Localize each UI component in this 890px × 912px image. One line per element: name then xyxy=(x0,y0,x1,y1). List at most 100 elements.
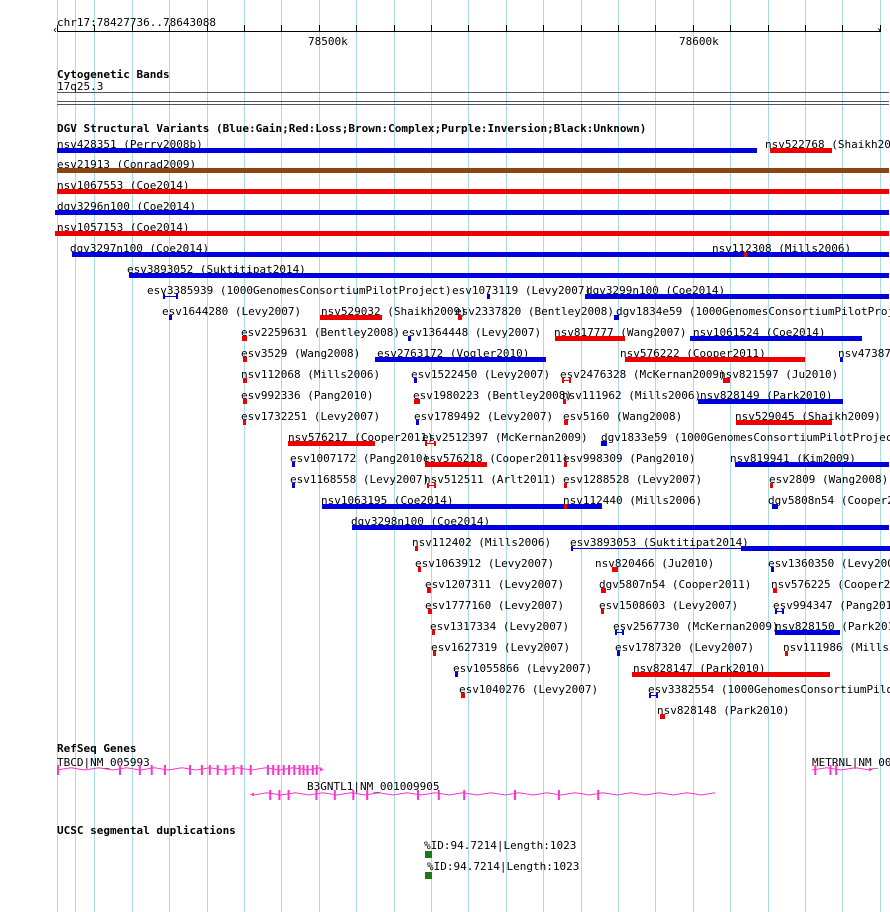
variant-bar-cap[interactable] xyxy=(176,294,178,299)
variant-bar[interactable] xyxy=(770,483,773,488)
variant-bar[interactable] xyxy=(775,630,840,635)
variant-bar[interactable] xyxy=(563,399,566,404)
variant-label[interactable]: esv1360350 (Levy2007) xyxy=(768,557,890,570)
variant-label[interactable]: esv3529 (Wang2008) xyxy=(241,347,361,360)
variant-label[interactable]: nsv828147 (Park2010) xyxy=(633,662,766,675)
variant-label[interactable]: dgv3299n100 (Coe2014) xyxy=(586,284,726,297)
variant-label[interactable]: esv2337820 (Bentley2008) xyxy=(455,305,614,318)
variant-label[interactable]: esv992336 (Pang2010) xyxy=(241,389,374,402)
variant-bar[interactable] xyxy=(773,588,777,593)
variant-bar[interactable] xyxy=(461,693,465,698)
variant-bar-cap[interactable] xyxy=(562,378,564,383)
variant-label[interactable]: nsv1063195 (Coe2014) xyxy=(321,494,454,507)
variant-label[interactable]: dgv3298n100 (Coe2014) xyxy=(351,515,491,528)
variant-label[interactable]: nsv522768 (Shaikh2009) xyxy=(765,138,890,151)
variant-label[interactable]: nsv576225 (Cooper2011) xyxy=(771,578,890,591)
variant-bar[interactable] xyxy=(617,651,620,656)
variant-label[interactable]: esv1508603 (Levy2007) xyxy=(599,599,739,612)
gene-label[interactable]: B3GNTL1|NM_001009905 xyxy=(307,780,440,793)
variant-bar[interactable] xyxy=(555,336,625,341)
variant-label[interactable]: nsv576222 (Cooper2011) xyxy=(620,347,766,360)
gene-label[interactable]: METRNL|NM_001004431 xyxy=(812,756,890,769)
variant-bar[interactable] xyxy=(487,294,490,299)
variant-bar-cap[interactable] xyxy=(782,609,784,614)
variant-label[interactable]: esv576218 (Cooper2011) xyxy=(423,452,569,465)
variant-label[interactable]: nsv529045 (Shaikh2009) xyxy=(735,410,881,423)
variant-label[interactable]: nsv821597 (Ju2010) xyxy=(719,368,839,381)
variant-bar[interactable] xyxy=(564,462,567,467)
variant-bar[interactable] xyxy=(57,189,889,194)
variant-label[interactable]: nsv112440 (Mills2006) xyxy=(563,494,703,507)
variant-label[interactable]: esv2476328 (McKernan2009) xyxy=(560,368,726,381)
variant-bar[interactable] xyxy=(322,504,602,509)
variant-label[interactable]: esv1732251 (Levy2007) xyxy=(241,410,381,423)
variant-bar[interactable] xyxy=(243,399,247,404)
variant-bar[interactable] xyxy=(601,441,607,446)
variant-bar-cap[interactable] xyxy=(615,630,617,635)
variant-bar-cap[interactable] xyxy=(569,378,571,383)
variant-bar[interactable] xyxy=(612,567,618,572)
variant-label[interactable]: nsv828148 (Park2010) xyxy=(657,704,790,717)
variant-bar[interactable] xyxy=(601,588,606,593)
variant-bar[interactable] xyxy=(632,672,830,677)
variant-bar[interactable] xyxy=(427,588,431,593)
variant-label[interactable]: nsv1067553 (Coe2014) xyxy=(57,179,190,192)
variant-bar[interactable] xyxy=(770,148,832,153)
variant-label[interactable]: esv998309 (Pang2010) xyxy=(563,452,696,465)
variant-label[interactable]: esv2567730 (McKernan2009) xyxy=(613,620,779,633)
variant-bar[interactable] xyxy=(455,672,458,677)
variant-bar[interactable] xyxy=(408,336,411,341)
variant-bar[interactable] xyxy=(433,651,436,656)
variant-label[interactable]: dgv1833e59 (1000GenomesConsortiumPilotPr… xyxy=(601,431,890,444)
variant-bar[interactable] xyxy=(414,399,420,404)
variant-bar[interactable] xyxy=(243,357,247,362)
variant-bar[interactable] xyxy=(744,252,747,257)
variant-label[interactable]: esv1007172 (Pang2010) xyxy=(290,452,430,465)
variant-label[interactable]: nsv111962 (Mills2006) xyxy=(562,389,702,402)
variant-label[interactable]: nsv112308 (Mills2006) xyxy=(712,242,852,255)
variant-bar[interactable] xyxy=(698,399,843,404)
variant-label[interactable]: esv1168558 (Levy2007) xyxy=(290,473,430,486)
variant-bar-cap[interactable] xyxy=(649,693,651,698)
variant-bar[interactable] xyxy=(564,420,568,425)
variant-bar[interactable] xyxy=(416,420,419,425)
variant-label[interactable]: esv5160 (Wang2008) xyxy=(563,410,683,423)
segdup-label[interactable]: %ID:94.7214|Length:1023 xyxy=(427,860,580,873)
variant-bar[interactable] xyxy=(840,357,843,362)
variant-label[interactable]: nsv819941 (Kim2009) xyxy=(730,452,856,465)
variant-bar[interactable] xyxy=(129,273,889,278)
variant-label[interactable]: nsv529032 (Shaikh2009) xyxy=(321,305,467,318)
variant-label[interactable]: esv1288528 (Levy2007) xyxy=(563,473,703,486)
variant-label[interactable]: nsv820466 (Ju2010) xyxy=(595,557,715,570)
variant-bar-cap[interactable] xyxy=(434,483,436,488)
variant-bar[interactable] xyxy=(352,525,889,530)
variant-label[interactable]: nsv112068 (Mills2006) xyxy=(241,368,381,381)
ruler-right-arrow-icon[interactable]: › xyxy=(876,26,882,36)
variant-label[interactable]: esv1073119 (Levy2007) xyxy=(452,284,592,297)
variant-label[interactable]: nsv428351 (Perry2008b) xyxy=(57,138,203,151)
variant-label[interactable]: esv1644280 (Levy2007) xyxy=(162,305,302,318)
variant-bar[interactable] xyxy=(320,315,382,320)
variant-label[interactable]: dgv3297n100 (Coe2014) xyxy=(70,242,210,255)
variant-bar[interactable] xyxy=(55,231,889,236)
variant-bar[interactable] xyxy=(614,315,619,320)
segdup-block[interactable] xyxy=(425,872,432,879)
variant-bar[interactable] xyxy=(242,336,247,341)
variant-label[interactable]: esv3893053 (Suktitipat2014) xyxy=(570,536,749,549)
variant-label[interactable]: esv1207311 (Levy2007) xyxy=(425,578,565,591)
variant-bar[interactable] xyxy=(432,630,435,635)
variant-label[interactable]: esv1063912 (Levy2007) xyxy=(415,557,555,570)
variant-label[interactable]: dgv1834e59 (1000GenomesConsortiumPilotPr… xyxy=(616,305,890,318)
variant-bar-cap[interactable] xyxy=(427,483,429,488)
variant-label[interactable]: esv3893052 (Suktitipat2014) xyxy=(127,263,306,276)
variant-label[interactable]: nsv111986 (Mills2006) xyxy=(783,641,890,654)
variant-bar[interactable] xyxy=(414,378,417,383)
variant-bar[interactable] xyxy=(736,420,832,425)
variant-bar[interactable] xyxy=(292,483,295,488)
variant-bar[interactable] xyxy=(735,462,889,467)
variant-label[interactable]: esv994347 (Pang2010) xyxy=(773,599,890,612)
variant-label[interactable]: nsv512511 (Arlt2011) xyxy=(424,473,557,486)
variant-bar[interactable] xyxy=(57,168,889,173)
variant-bar[interactable] xyxy=(425,462,487,467)
variant-label[interactable]: esv2512397 (McKernan2009) xyxy=(422,431,588,444)
